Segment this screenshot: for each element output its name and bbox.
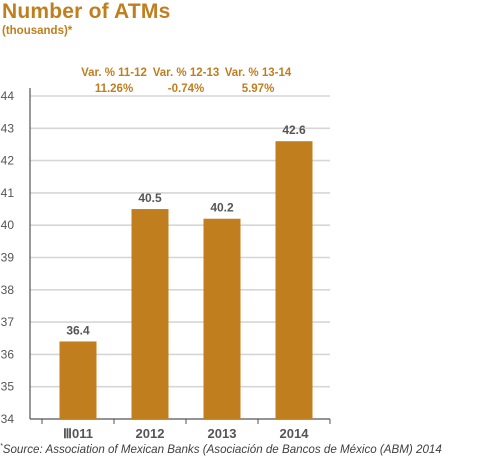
x-tick-label: 2013 — [208, 426, 237, 440]
bar — [131, 209, 169, 419]
y-tick-label: 34 — [1, 412, 15, 426]
y-tick-label: 38 — [1, 283, 15, 297]
source-footnote: *Source: Association of Mexican Banks (A… — [0, 443, 442, 456]
x-tick-label: Ⅲ011 — [63, 426, 93, 440]
variation-value: -0.74% — [168, 83, 204, 95]
y-tick-label: 43 — [1, 121, 15, 135]
bar — [203, 218, 241, 419]
data-label: 36.4 — [66, 323, 90, 337]
variation-value: 5.97% — [242, 83, 275, 95]
y-tick-label: 36 — [1, 347, 15, 361]
bar — [275, 141, 313, 419]
data-label: 42.6 — [282, 123, 306, 137]
footnote-marker: * — [0, 443, 3, 450]
variation-label: Var. % 12-13 — [153, 67, 220, 79]
y-tick-label: 37 — [1, 315, 15, 329]
chart-subtitle: (thousands)* — [2, 25, 73, 37]
y-tick-label: 41 — [1, 186, 15, 200]
variation-label: Var. % 13-14 — [225, 67, 292, 79]
footnote-text: Source: Association of Mexican Banks (As… — [2, 443, 442, 456]
data-label: 40.5 — [138, 191, 162, 205]
variation-label: Var. % 11-12 — [81, 67, 147, 79]
data-label: 40.2 — [210, 201, 234, 215]
y-tick-label: 44 — [1, 89, 15, 103]
y-tick-label: 42 — [1, 154, 15, 168]
y-tick-label: 39 — [1, 251, 15, 265]
y-tick-label: 35 — [1, 380, 15, 394]
x-tick-label: 2012 — [136, 426, 165, 440]
variation-value: 11.26% — [95, 83, 133, 95]
chart-title: Number of ATMs — [2, 0, 171, 23]
x-tick-label: 2014 — [280, 426, 310, 440]
bar-chart: 34 35 36 37 38 39 40 41 42 43 44 36.4 Ⅲ011 40.5 2012 40… — [1, 67, 331, 440]
y-tick-label: 40 — [1, 218, 15, 232]
bar — [59, 341, 97, 419]
